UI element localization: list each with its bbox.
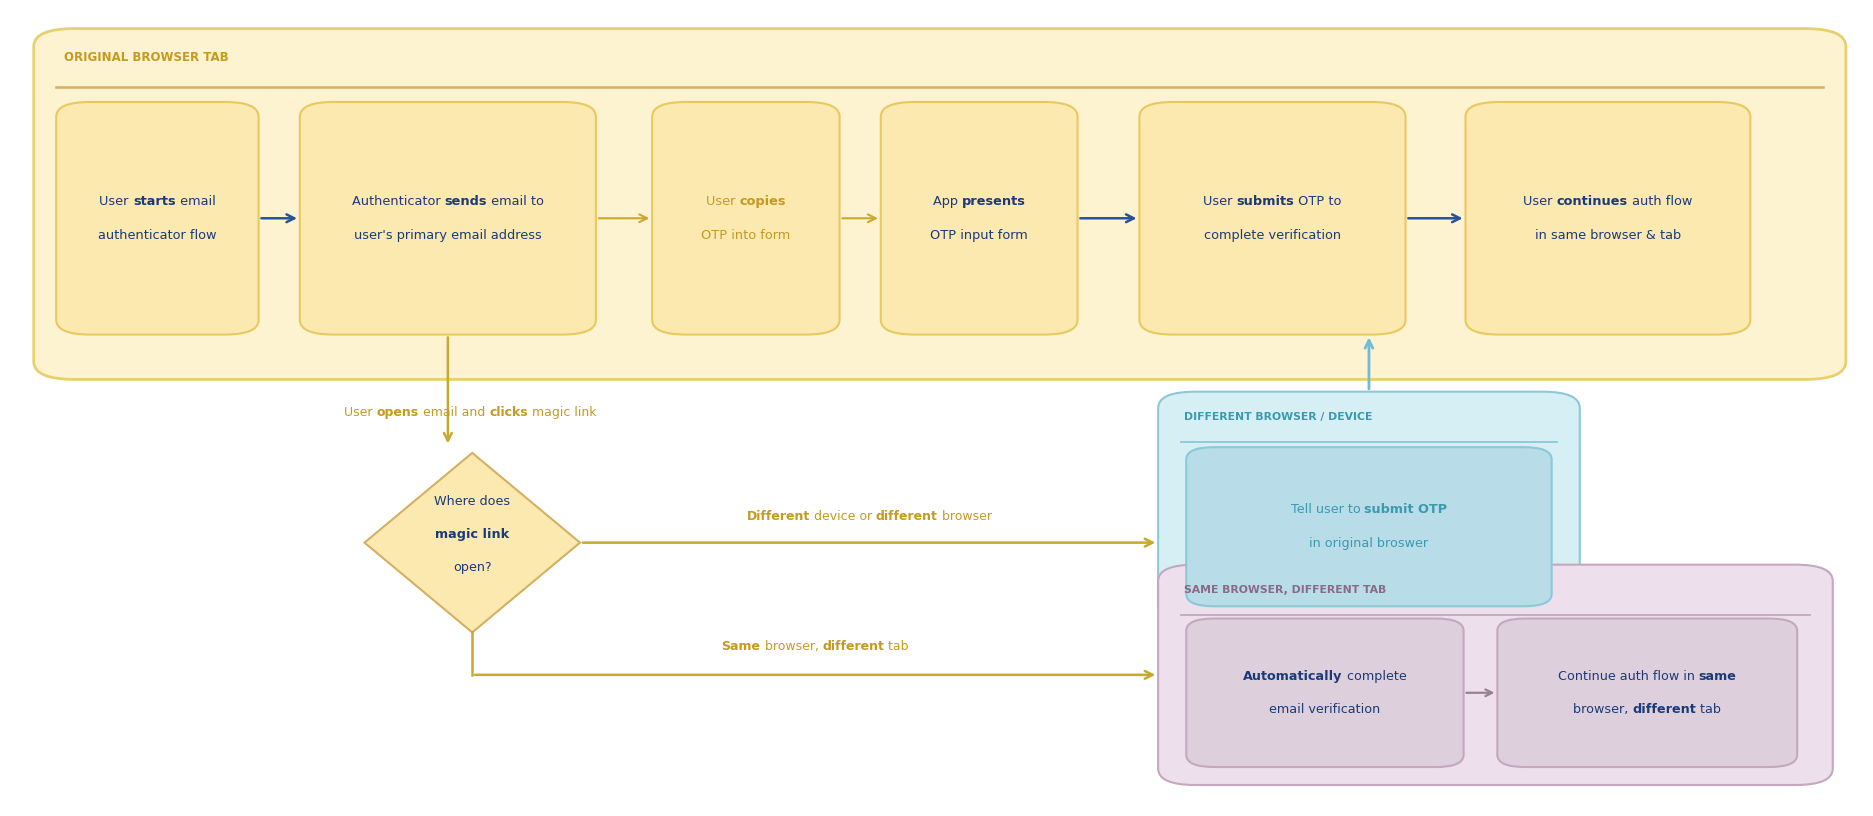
FancyBboxPatch shape <box>652 102 839 335</box>
Text: submits: submits <box>1236 195 1294 207</box>
Text: clicks: clicks <box>489 406 528 419</box>
Text: same: same <box>1699 670 1736 683</box>
Text: starts: starts <box>133 195 176 207</box>
Text: complete: complete <box>1343 670 1407 683</box>
Text: different: different <box>1631 703 1695 716</box>
FancyBboxPatch shape <box>1186 447 1551 606</box>
FancyBboxPatch shape <box>56 102 258 335</box>
Text: opens: opens <box>376 406 420 419</box>
Text: authenticator flow: authenticator flow <box>97 229 217 242</box>
Text: browser,: browser, <box>760 640 822 653</box>
Text: browser,: browser, <box>1571 703 1631 716</box>
FancyBboxPatch shape <box>1158 565 1832 785</box>
Text: magic link: magic link <box>435 528 509 541</box>
Text: email and: email and <box>420 406 489 419</box>
Polygon shape <box>363 453 581 632</box>
Text: OTP input form: OTP input form <box>929 229 1028 242</box>
FancyBboxPatch shape <box>1497 619 1796 767</box>
Text: tab: tab <box>1695 703 1721 716</box>
Text: Authenticator: Authenticator <box>352 195 444 207</box>
Text: magic link: magic link <box>528 406 596 419</box>
Text: tab: tab <box>884 640 908 653</box>
FancyBboxPatch shape <box>880 102 1077 335</box>
FancyBboxPatch shape <box>1139 102 1405 335</box>
Text: email: email <box>176 195 215 207</box>
Text: submit OTP: submit OTP <box>1364 503 1446 516</box>
Text: Different: Different <box>745 510 809 523</box>
Text: Continue auth flow in: Continue auth flow in <box>1556 670 1699 683</box>
FancyBboxPatch shape <box>1465 102 1749 335</box>
Text: DIFFERENT BROWSER / DEVICE: DIFFERENT BROWSER / DEVICE <box>1184 412 1373 422</box>
Text: device or: device or <box>809 510 875 523</box>
FancyBboxPatch shape <box>34 29 1845 379</box>
Text: OTP to: OTP to <box>1294 195 1341 207</box>
Text: Automatically: Automatically <box>1242 670 1343 683</box>
Text: open?: open? <box>453 561 491 574</box>
Text: App: App <box>933 195 961 207</box>
Text: OTP into form: OTP into form <box>701 229 790 242</box>
Text: User: User <box>706 195 740 207</box>
Text: Same: Same <box>721 640 760 653</box>
Text: in same browser & tab: in same browser & tab <box>1534 229 1680 242</box>
Text: copies: copies <box>740 195 785 207</box>
Text: continues: continues <box>1556 195 1628 207</box>
Text: in original broswer: in original broswer <box>1309 538 1427 550</box>
Text: presents: presents <box>961 195 1025 207</box>
Text: User: User <box>345 406 376 419</box>
FancyBboxPatch shape <box>1186 619 1463 767</box>
Text: Tell user to: Tell user to <box>1290 503 1364 516</box>
Text: complete verification: complete verification <box>1202 229 1341 242</box>
Text: ORIGINAL BROWSER TAB: ORIGINAL BROWSER TAB <box>64 51 229 64</box>
Text: sends: sends <box>444 195 487 207</box>
Text: email to: email to <box>487 195 543 207</box>
Text: user's primary email address: user's primary email address <box>354 229 541 242</box>
Text: email verification: email verification <box>1268 703 1380 716</box>
FancyBboxPatch shape <box>300 102 596 335</box>
Text: User: User <box>1523 195 1556 207</box>
Text: different: different <box>875 510 936 523</box>
Text: auth flow: auth flow <box>1628 195 1691 207</box>
Text: browser: browser <box>936 510 991 523</box>
FancyBboxPatch shape <box>1158 392 1579 624</box>
Text: SAME BROWSER, DIFFERENT TAB: SAME BROWSER, DIFFERENT TAB <box>1184 585 1386 595</box>
Text: User: User <box>1202 195 1236 207</box>
Text: different: different <box>822 640 884 653</box>
Text: User: User <box>99 195 133 207</box>
Text: Where does: Where does <box>435 495 509 508</box>
